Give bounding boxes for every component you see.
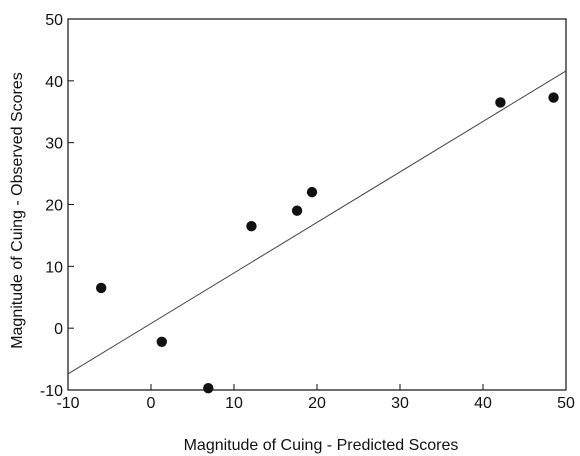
data-point bbox=[203, 382, 214, 394]
data-points bbox=[96, 92, 559, 394]
data-point bbox=[96, 282, 107, 294]
x-tick-label: -10 bbox=[56, 395, 79, 412]
y-tick-label: 50 bbox=[45, 12, 63, 29]
y-axis-title: Magnitude of Cuing - Observed Scores bbox=[9, 72, 26, 349]
x-tick-label: 30 bbox=[391, 395, 409, 412]
y-tick-label: 10 bbox=[45, 259, 63, 276]
x-axis-title: Magnitude of Cuing - Predicted Scores bbox=[184, 437, 459, 454]
y-tick-label: 0 bbox=[54, 321, 63, 338]
regression-line bbox=[67, 70, 567, 375]
data-point bbox=[291, 205, 303, 216]
y-tick-label: 30 bbox=[45, 136, 63, 153]
x-tick-label: 10 bbox=[225, 395, 243, 412]
y-tick-label: -10 bbox=[40, 383, 63, 400]
x-axis: -10 0 10 20 30 40 50 bbox=[56, 384, 575, 412]
y-tick-label: 40 bbox=[45, 74, 63, 91]
x-tick-label: 20 bbox=[308, 395, 326, 412]
data-point bbox=[156, 336, 167, 347]
x-tick-label: 40 bbox=[474, 395, 492, 412]
plot-frame bbox=[67, 18, 567, 391]
y-tick-label: 20 bbox=[45, 198, 63, 215]
x-tick-label: 50 bbox=[557, 395, 575, 412]
x-tick-label: 0 bbox=[147, 395, 156, 412]
data-point bbox=[246, 220, 257, 232]
data-point bbox=[548, 92, 559, 103]
y-axis: -10 0 10 20 30 40 50 bbox=[40, 12, 74, 400]
data-point bbox=[306, 186, 318, 198]
data-point bbox=[495, 97, 506, 108]
